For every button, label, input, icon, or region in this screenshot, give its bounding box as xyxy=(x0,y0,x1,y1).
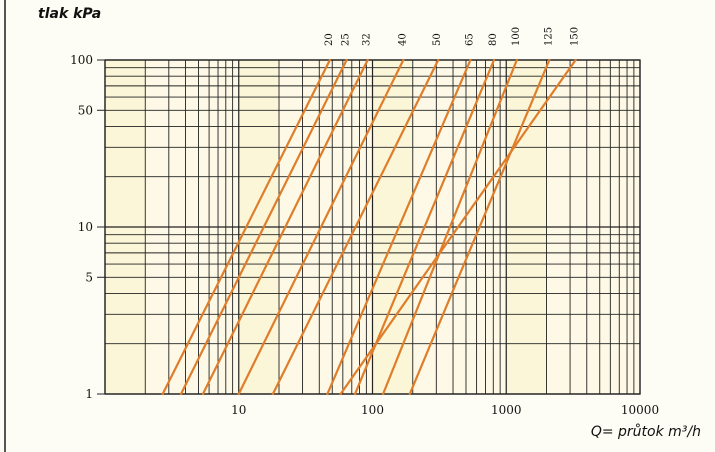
series-line xyxy=(179,58,348,396)
series-line xyxy=(381,58,518,396)
series-line xyxy=(353,58,496,396)
x-axis-title: Q= průtok m³/h xyxy=(591,424,701,440)
series-line xyxy=(161,58,331,396)
series-line xyxy=(339,58,577,396)
x-tick-label: 10 xyxy=(231,403,246,417)
y-tick-label: 100 xyxy=(70,53,93,67)
y-axis-title: tlak kPa xyxy=(38,6,102,22)
frame-border xyxy=(4,0,6,452)
y-tick-label: 10 xyxy=(78,220,93,234)
series-label: 25 xyxy=(341,33,352,46)
series-line xyxy=(271,58,440,396)
x-tick-label: 10000 xyxy=(621,403,659,417)
y-tick-label: 5 xyxy=(85,270,93,284)
y-tick-label: 1 xyxy=(85,387,93,401)
series-label: 80 xyxy=(488,33,499,46)
series-label: 65 xyxy=(464,33,475,46)
series-label: 20 xyxy=(324,33,335,46)
series-label: 150 xyxy=(570,27,581,46)
series-label: 32 xyxy=(362,33,373,46)
y-tick-label: 50 xyxy=(78,103,93,117)
series-label: 125 xyxy=(543,27,554,46)
x-axis-title-text: Q= průtok m³/h xyxy=(590,424,701,440)
series-label: 100 xyxy=(511,27,522,46)
series-line xyxy=(201,58,369,396)
series-line xyxy=(408,58,551,396)
series-line xyxy=(326,58,472,396)
series-line xyxy=(237,58,405,396)
x-tick-label: 1000 xyxy=(491,403,522,417)
x-tick-label: 100 xyxy=(361,403,384,417)
series-label: 50 xyxy=(432,33,443,46)
series-label: 40 xyxy=(397,33,408,46)
